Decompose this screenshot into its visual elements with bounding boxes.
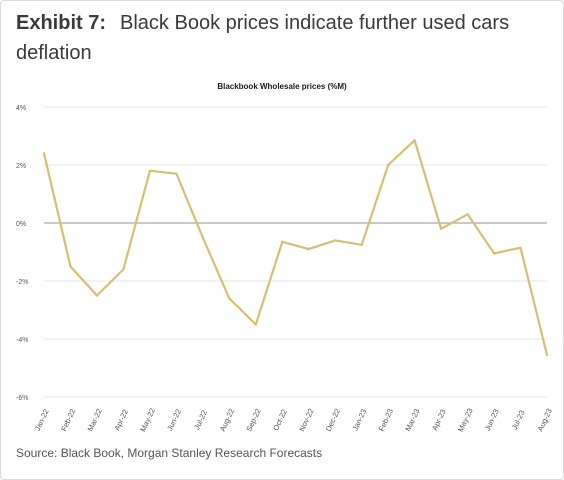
x-tick-label: Mar-23 xyxy=(403,407,421,432)
data-point xyxy=(519,246,522,249)
x-tick-label: Mar-22 xyxy=(86,407,104,432)
source-note: Source: Black Book, Morgan Stanley Resea… xyxy=(16,446,323,460)
y-tick-label: -2% xyxy=(16,279,28,286)
data-point xyxy=(334,239,337,242)
data-point xyxy=(201,236,205,239)
data-point xyxy=(439,227,443,230)
data-point xyxy=(466,213,469,216)
x-tick-label: May-23 xyxy=(456,407,475,433)
data-point xyxy=(122,268,125,271)
exhibit-title: Black Book prices indicate further used … xyxy=(16,12,510,64)
y-tick-label: 0% xyxy=(16,221,26,228)
x-tick-label: Jul-23 xyxy=(510,409,527,431)
y-tick-label: 4% xyxy=(16,105,26,112)
exhibit-headline: Exhibit 7: Black Book prices indicate fur… xyxy=(16,8,556,68)
x-tick-label: Dec-22 xyxy=(324,407,342,433)
data-point xyxy=(69,265,72,268)
data-point xyxy=(254,323,257,326)
x-tick-label: Aug-22 xyxy=(218,407,236,433)
line-chart: 4% 2% 0% -2% -4% -6% Jan-22 Feb-22 Mar-22 Apr-22 M… xyxy=(16,105,554,433)
x-tick-label: Nov-22 xyxy=(297,407,315,433)
data-point xyxy=(360,243,363,246)
x-tick-label: Jan-22 xyxy=(33,408,51,433)
y-tick-label: 2% xyxy=(16,163,26,170)
x-tick-label: Jan-23 xyxy=(350,408,368,433)
data-point xyxy=(228,297,231,300)
data-point xyxy=(281,240,284,244)
x-tick-label: Jun-22 xyxy=(165,408,183,433)
data-point xyxy=(413,139,416,142)
data-point xyxy=(307,247,310,251)
x-tick-label: Sep-22 xyxy=(244,407,262,433)
series-line xyxy=(42,139,549,357)
data-point xyxy=(148,169,152,172)
data-point xyxy=(545,353,549,357)
data-point xyxy=(42,152,46,155)
y-tick-label: -6% xyxy=(16,395,28,402)
exhibit-label: Exhibit 7: xyxy=(16,12,107,34)
data-point xyxy=(175,172,178,175)
x-tick-label: Jun-23 xyxy=(483,408,501,433)
x-tick-label: Jul-22 xyxy=(192,409,209,431)
x-tick-label: May-22 xyxy=(138,407,157,433)
x-tick-label: Feb-23 xyxy=(377,407,395,432)
x-tick-label: Oct-22 xyxy=(271,408,289,432)
x-tick-label: Apr-23 xyxy=(430,408,448,432)
chart-title: Blackbook Wholesale prices (%M) xyxy=(217,82,347,91)
data-point xyxy=(386,163,390,167)
y-tick-label: -4% xyxy=(16,337,28,344)
x-tick-label: Feb-22 xyxy=(59,407,77,432)
data-point xyxy=(95,294,99,297)
x-tick-label: Aug-23 xyxy=(536,407,554,433)
data-point xyxy=(492,252,496,255)
x-tick-label: Apr-22 xyxy=(112,408,130,432)
